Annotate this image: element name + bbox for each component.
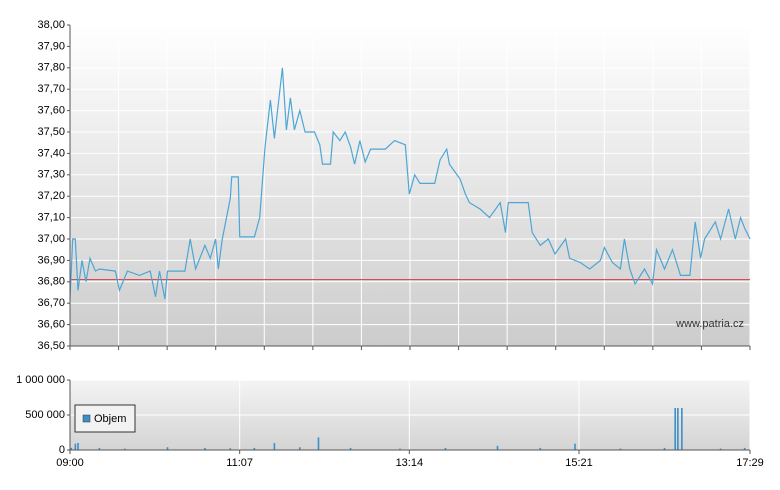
x-tick-label: 11:07: [226, 457, 253, 469]
y-tick-label: 36,70: [37, 297, 65, 309]
volume-bar: [98, 447, 101, 450]
x-tick-label: 15:21: [565, 457, 593, 469]
volume-bar: [77, 443, 79, 450]
x-tick-label: 17:29: [736, 457, 764, 469]
y-tick-label: 36,80: [37, 276, 65, 288]
volume-bar: [70, 447, 73, 450]
y-tick-label: 1 000 000: [16, 374, 65, 386]
legend-swatch: [82, 414, 91, 423]
volume-bar: [166, 447, 169, 450]
price-line: [69, 67, 751, 300]
y-tick-label: 37,00: [37, 233, 65, 245]
y-tick-label: 37,90: [37, 40, 65, 52]
y-tick-label: 37,60: [37, 105, 65, 117]
watermark: www.patria.cz: [675, 318, 744, 330]
volume-bar: [719, 448, 722, 450]
y-tick-label: 37,10: [37, 212, 65, 224]
legend-label: Objem: [94, 413, 126, 425]
volume-bar: [123, 448, 126, 450]
volume-bar: [444, 447, 447, 450]
volume-bar: [674, 408, 676, 450]
y-tick-label: 37,50: [37, 126, 65, 138]
volume-bar: [539, 447, 542, 450]
volume-bar: [743, 447, 746, 450]
volume-bar: [349, 447, 352, 450]
y-tick-label: 36,90: [37, 254, 65, 266]
y-tick-label: 37,40: [37, 147, 65, 159]
volume-bar: [317, 437, 320, 450]
x-tick-label: 13:14: [396, 457, 424, 469]
volume-bar: [298, 447, 301, 450]
volume-bar: [253, 447, 256, 450]
y-tick-label: 37,30: [37, 169, 65, 181]
volume-bar: [204, 447, 206, 450]
y-tick-label: 36,50: [37, 340, 65, 352]
volume-bar: [619, 448, 622, 450]
y-tick-label: 37,70: [37, 83, 65, 95]
volume-bar: [399, 448, 401, 450]
volume-bar: [74, 443, 77, 450]
y-tick-label: 500 000: [25, 409, 65, 421]
volume-bar: [663, 447, 666, 450]
volume-bar: [496, 445, 499, 450]
volume-bar: [677, 408, 679, 450]
volume-bar: [229, 448, 232, 450]
y-tick-label: 37,20: [37, 190, 65, 202]
volume-bar: [273, 443, 276, 450]
y-tick-label: 0: [59, 444, 65, 456]
volume-bar: [574, 443, 576, 450]
volume-bar: [681, 408, 683, 450]
y-tick-label: 36,60: [37, 319, 65, 331]
x-tick-label: 09:00: [56, 457, 84, 469]
y-tick-label: 37,80: [37, 62, 65, 74]
y-tick-label: 38,00: [37, 19, 65, 31]
